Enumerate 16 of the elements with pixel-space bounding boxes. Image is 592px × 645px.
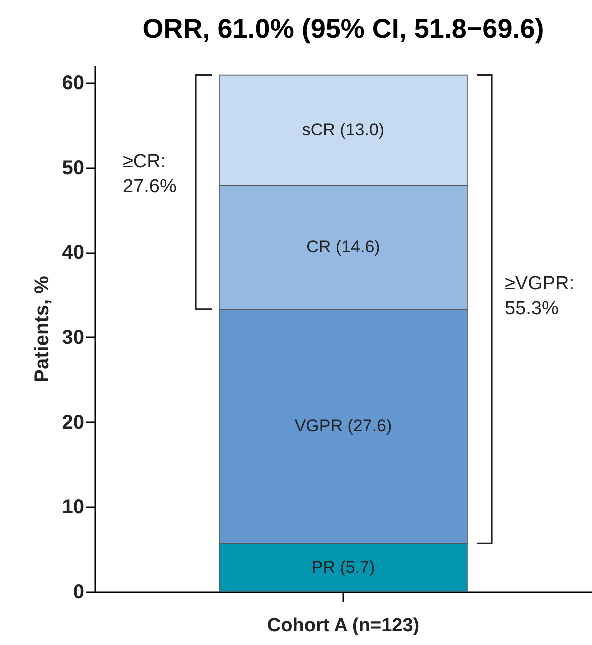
y-tick-label: 20 <box>62 412 84 434</box>
y-tick-label: 50 <box>62 157 84 180</box>
data-label: CR (14.6) <box>306 238 380 257</box>
y-tick-label: 10 <box>62 496 84 519</box>
y-axis-title: Patients, % <box>31 276 54 383</box>
y-tick-label: 60 <box>62 72 84 94</box>
data-label: VGPR (27.6) <box>294 416 392 436</box>
data-label: PR (5.7) <box>312 558 376 577</box>
x-tick-label: Cohort A (n=123) <box>267 616 420 636</box>
annotation: ≥CR: 27.6% <box>123 151 177 198</box>
y-tick-label: 30 <box>62 326 84 349</box>
y-tick-label: 40 <box>62 242 84 264</box>
data-label: sCR (13.0) <box>302 120 385 140</box>
chart-title: ORR, 61.0% (95% CI, 51.8−69.6) <box>142 14 544 44</box>
annotation: ≥VGPR: 55.3% <box>505 273 575 320</box>
y-tick-label: 0 <box>73 582 84 604</box>
